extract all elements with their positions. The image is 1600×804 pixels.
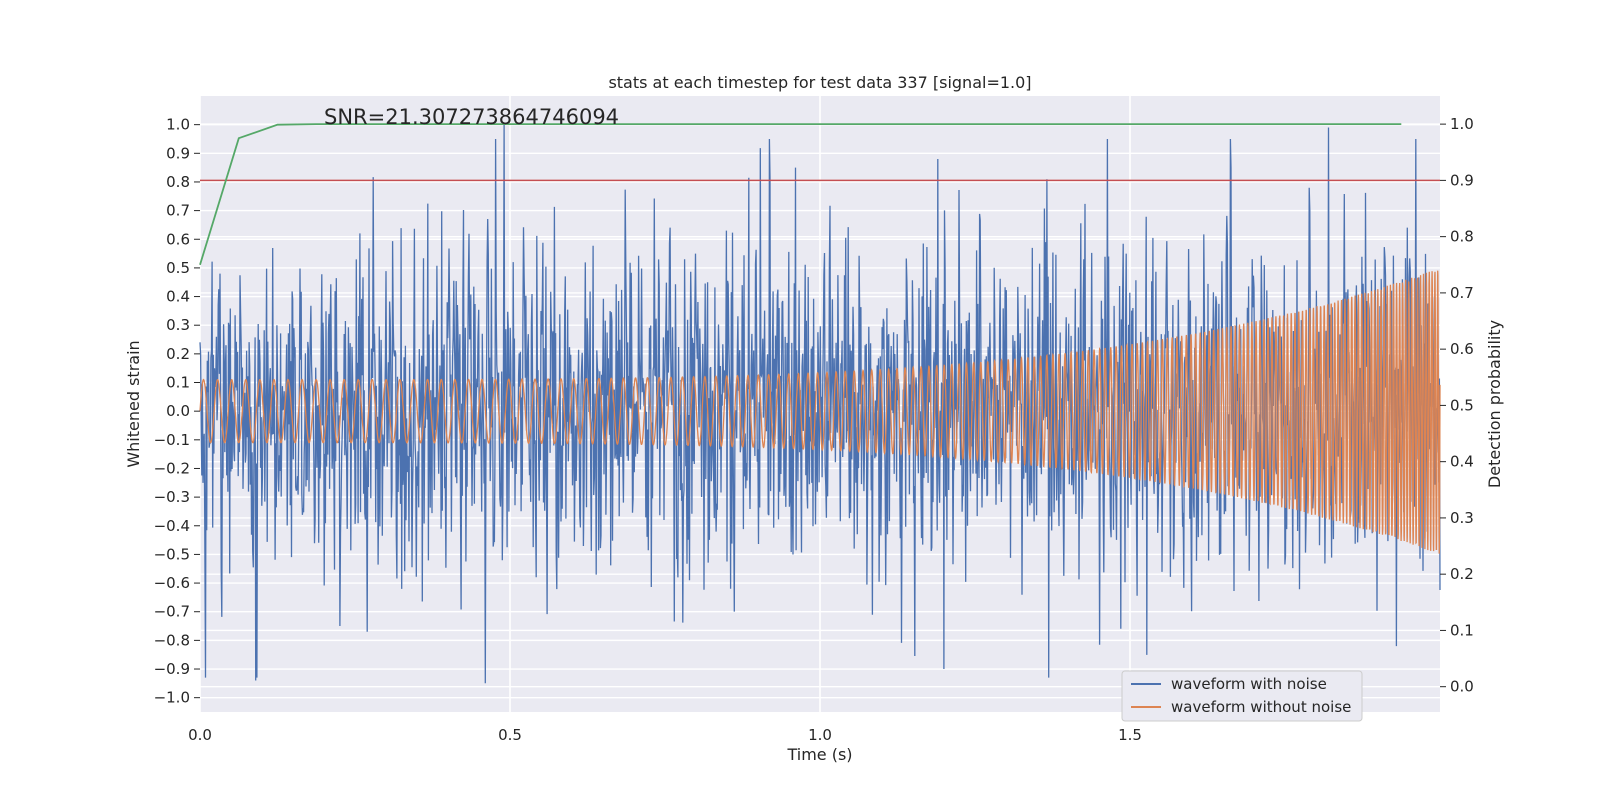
y-tick-label: −0.6 — [154, 574, 190, 592]
series-layer — [199, 123, 1441, 684]
y2-tick-label: 1.0 — [1450, 115, 1474, 133]
y-tick-label: 0.9 — [166, 144, 190, 162]
y2-tick-label: 0.9 — [1450, 171, 1474, 189]
y-tick-label: 0.3 — [166, 316, 190, 334]
y-tick-label: −0.3 — [154, 488, 190, 506]
chart-title: stats at each timestep for test data 337… — [608, 73, 1031, 92]
legend-label-noise: waveform with noise — [1171, 675, 1327, 693]
y-tick-label: −0.1 — [154, 431, 190, 449]
y-tick-label: −1.0 — [154, 689, 190, 707]
y-tick-label: −0.8 — [154, 631, 190, 649]
y-tick-label: −0.2 — [154, 459, 190, 477]
x-tick-label: 1.5 — [1118, 726, 1142, 744]
y2-tick-label: 0.7 — [1450, 284, 1474, 302]
y-tick-label: 0.8 — [166, 173, 190, 191]
y2-axis-label: Detection probability — [1485, 320, 1504, 488]
axes-layer: 0.0 0.5 1.0 1.5 −1.0 −0.9 −0.8 −0.7 −0.6 −0.5 −0.4… — [154, 115, 1474, 744]
y2-tick-label: 0.6 — [1450, 340, 1474, 358]
series-waveform-without-noise — [199, 270, 1441, 554]
y2-tick-label: 0.0 — [1450, 678, 1474, 696]
y-tick-label: −0.4 — [154, 517, 190, 535]
y-axis-label: Whitened strain — [124, 340, 143, 467]
y2-tick-label: 0.1 — [1450, 621, 1474, 639]
y-tick-label: 0.5 — [166, 259, 190, 277]
legend-label-clean: waveform without noise — [1171, 698, 1351, 716]
y2-tick-label: 0.2 — [1450, 565, 1474, 583]
y-tick-label: 0.6 — [166, 230, 190, 248]
y2-tick-label: 0.3 — [1450, 509, 1474, 527]
x-tick-label: 0.0 — [188, 726, 212, 744]
y2-tick-label: 0.4 — [1450, 453, 1474, 471]
x-tick-label: 0.5 — [498, 726, 522, 744]
legend-box — [1121, 670, 1363, 722]
y-tick-label: −0.5 — [154, 545, 190, 563]
x-axis-label: Time (s) — [786, 745, 852, 764]
y2-tick-label: 0.5 — [1450, 396, 1474, 414]
y-tick-label: 0.2 — [166, 345, 190, 363]
y-tick-label: 0.7 — [166, 202, 190, 220]
y-tick-label: −0.7 — [154, 603, 190, 621]
y-tick-label: 0.4 — [166, 288, 190, 306]
series-waveform-with-noise — [199, 124, 1441, 684]
y-tick-label: −0.9 — [154, 660, 190, 678]
series-detection-probability — [199, 123, 1402, 266]
legend: waveform with noise waveform without noi… — [1121, 670, 1363, 722]
y-tick-label: 0.1 — [166, 374, 190, 392]
x-tick-label: 1.0 — [808, 726, 832, 744]
y-tick-label: 0.0 — [166, 402, 190, 420]
y-tick-label: 1.0 — [166, 116, 190, 134]
snr-annotation: SNR=21.307273864746094 — [324, 105, 619, 129]
y2-tick-label: 0.8 — [1450, 228, 1474, 246]
